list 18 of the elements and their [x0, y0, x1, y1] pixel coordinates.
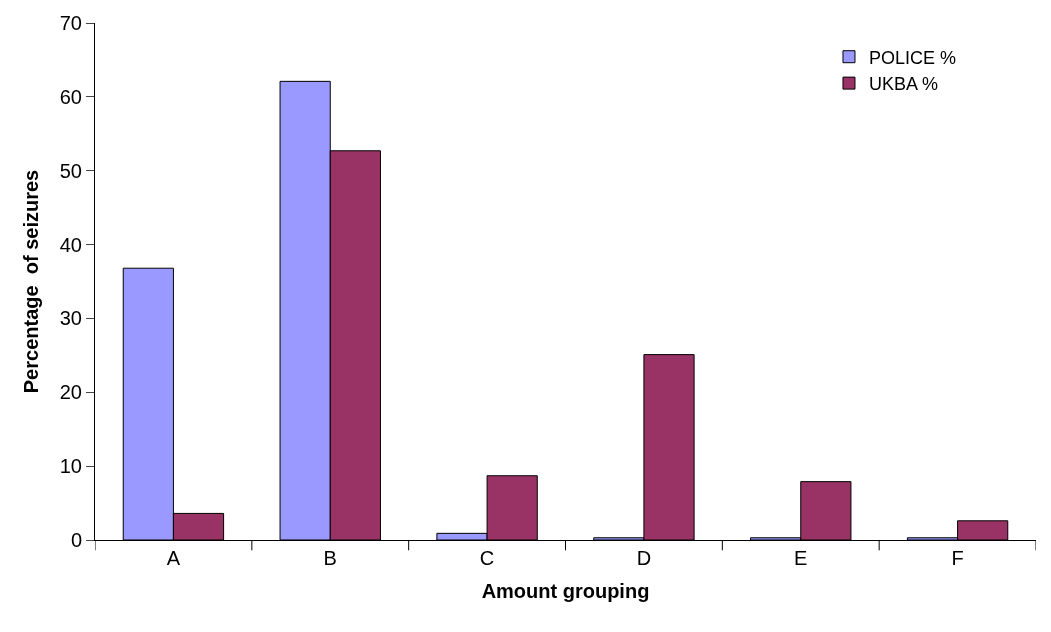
- y-tick-label: 40: [59, 233, 82, 256]
- x-tick-label: C: [479, 547, 495, 569]
- x-axis-title: Amount grouping: [481, 579, 650, 602]
- x-tick-label: F: [951, 547, 964, 569]
- y-tick-label: 20: [59, 381, 82, 404]
- x-tick-label: B: [323, 547, 337, 569]
- y-tick-label: 10: [59, 455, 82, 478]
- y-tick-label: 30: [59, 307, 82, 330]
- legend-label: POLICE %: [868, 47, 957, 68]
- y-axis-title: Percentage of seizures: [20, 169, 43, 394]
- y-tick-label: 50: [59, 159, 82, 182]
- x-tick-label: A: [166, 547, 181, 569]
- y-tick-label: 60: [59, 85, 82, 108]
- legend-label: UKBA %: [868, 74, 939, 95]
- x-tick-label: D: [636, 547, 652, 569]
- y-tick-label: 0: [70, 529, 82, 551]
- x-tick-label: E: [794, 547, 808, 569]
- y-tick-label: 70: [59, 12, 82, 34]
